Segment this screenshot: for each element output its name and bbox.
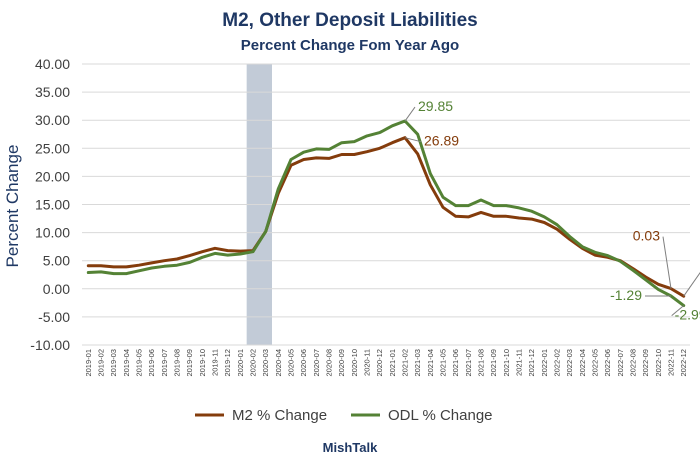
- x-tick-label: 2021-03: [413, 349, 422, 377]
- annotation-leader: [671, 305, 684, 316]
- annotation-label: -2.99: [675, 307, 700, 323]
- x-tick-label: 2021-06: [451, 349, 460, 377]
- x-tick-label: 2020-04: [274, 349, 283, 377]
- y-tick-label: 35.00: [35, 84, 70, 100]
- x-tick-label: 2021-08: [477, 349, 486, 377]
- x-tick-label: 2022-07: [616, 349, 625, 377]
- y-tick-label: -5.00: [38, 309, 70, 325]
- x-tick-label: 2019-02: [97, 349, 106, 377]
- x-tick-label: 2020-11: [363, 349, 372, 376]
- series-line-m2: [86, 136, 686, 298]
- x-tick-label: 2022-06: [603, 349, 612, 377]
- x-tick-label: 2020-09: [337, 349, 346, 377]
- x-tick-label: 2020-02: [249, 349, 258, 377]
- x-tick-label: 2022-01: [540, 349, 549, 377]
- annotation-leader: [683, 271, 700, 297]
- x-tick-label: 2020-06: [299, 349, 308, 377]
- x-tick-label: 2019-08: [173, 349, 182, 377]
- y-tick-label: 0.00: [43, 281, 70, 297]
- x-tick-label: 2019-07: [160, 349, 169, 377]
- y-tick-label: 10.00: [35, 225, 70, 241]
- x-tick-label: 2022-12: [679, 349, 688, 377]
- annotation-label: 26.89: [424, 133, 459, 149]
- x-tick-label: 2022-03: [565, 349, 574, 377]
- x-tick-label: 2021-04: [426, 349, 435, 377]
- x-tick-label: 2021-07: [464, 349, 473, 377]
- x-tick-label: 2020-05: [287, 349, 296, 377]
- x-tick-label: 2020-03: [261, 349, 270, 377]
- x-tick-label: 2019-09: [185, 349, 194, 377]
- x-tick-label: 2019-10: [198, 349, 207, 377]
- annotation-label: 0.03: [633, 228, 660, 244]
- grid-layer: [82, 63, 690, 346]
- x-tick-label: 2020-07: [312, 349, 321, 377]
- y-axis-ticks: 40.00 35.00 30.00 25.00 20.00 15.00 10.00 5.00 0…: [30, 56, 70, 353]
- annotation-leader: [404, 106, 416, 122]
- chart-subtitle: Percent Change Fom Year Ago: [241, 37, 459, 54]
- y-tick-label: 25.00: [35, 140, 70, 156]
- x-tick-label: 2022-02: [553, 349, 562, 377]
- legend-label-odl: ODL % Change: [388, 407, 493, 424]
- x-tick-label: 2019-01: [84, 349, 93, 377]
- annotation-leader: [404, 137, 422, 143]
- x-tick-label: 2019-11: [211, 349, 220, 376]
- x-tick-label: 2019-03: [109, 349, 118, 377]
- x-tick-label: 2021-09: [489, 349, 498, 377]
- x-tick-label: 2021-02: [401, 349, 410, 377]
- x-tick-label: 2022-11: [667, 349, 676, 376]
- x-tick-label: 2022-05: [591, 349, 600, 377]
- x-tick-label: 2019-04: [122, 349, 131, 377]
- x-tick-label: 2020-10: [350, 349, 359, 377]
- annotation-leader: [662, 236, 672, 289]
- x-tick-label: 2021-05: [439, 349, 448, 377]
- x-tick-label: 2019-05: [135, 349, 144, 377]
- x-tick-label: 2022-04: [578, 349, 587, 377]
- x-tick-label: 2020-01: [236, 349, 245, 377]
- y-tick-label: 40.00: [35, 56, 70, 72]
- legend: M2 % Change ODL % Change: [195, 407, 493, 424]
- x-tick-label: 2020-08: [325, 349, 334, 377]
- x-tick-label: 2019-12: [223, 349, 232, 377]
- x-tick-label: 2021-11: [515, 349, 524, 376]
- y-tick-label: 30.00: [35, 112, 70, 128]
- series-line-odl: [86, 119, 686, 308]
- annotation-label: -1.29: [610, 287, 642, 303]
- legend-label-m2: M2 % Change: [232, 407, 327, 424]
- x-tick-label: 2022-08: [629, 349, 638, 377]
- y-tick-label: -10.00: [30, 337, 70, 353]
- series-layer: [86, 119, 686, 308]
- x-tick-label: 2021-10: [502, 349, 511, 377]
- source-label: MishTalk: [323, 440, 378, 455]
- y-tick-label: 5.00: [43, 253, 70, 269]
- chart-title: M2, Other Deposit Liabilities: [222, 10, 478, 31]
- x-tick-label: 2022-09: [641, 349, 650, 377]
- x-tick-label: 2021-01: [388, 349, 397, 377]
- x-tick-label: 2022-10: [654, 349, 663, 377]
- x-tick-label: 2019-06: [147, 349, 156, 377]
- x-axis-ticks: 2019-01 2019-02 2019-03 2019-04 2019-05 2019-…: [84, 349, 688, 377]
- x-tick-label: 2020-12: [375, 349, 384, 377]
- annotation-label: 29.85: [418, 98, 453, 114]
- x-tick-label: 2021-12: [527, 349, 536, 377]
- y-tick-label: 15.00: [35, 197, 70, 213]
- y-tick-label: 20.00: [35, 168, 70, 184]
- y-axis-label: Percent Change: [3, 145, 22, 268]
